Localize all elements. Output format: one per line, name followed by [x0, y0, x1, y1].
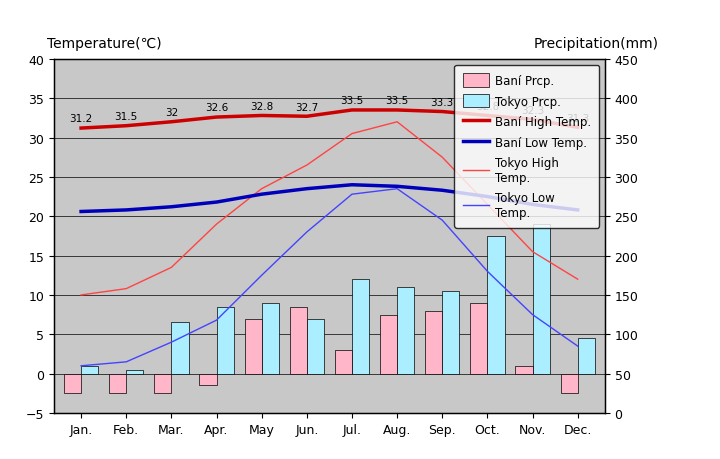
- Text: 33.3: 33.3: [431, 98, 454, 107]
- Bar: [397, 287, 414, 374]
- Bar: [442, 291, 459, 374]
- Bar: [289, 307, 307, 374]
- Bar: [470, 303, 487, 374]
- Bar: [335, 350, 352, 374]
- Bar: [561, 374, 577, 393]
- Text: Precipitation(mm): Precipitation(mm): [534, 37, 659, 50]
- Text: 32.3: 32.3: [521, 106, 544, 115]
- Text: 32.7: 32.7: [295, 102, 318, 112]
- Bar: [425, 311, 442, 374]
- Text: Temperature(℃): Temperature(℃): [47, 37, 161, 50]
- Text: 31.2: 31.2: [69, 114, 93, 124]
- Text: 32: 32: [165, 108, 178, 118]
- Text: 32.8: 32.8: [250, 101, 274, 112]
- Bar: [516, 366, 533, 374]
- Bar: [126, 370, 143, 374]
- Bar: [109, 374, 126, 393]
- Bar: [577, 338, 595, 374]
- Bar: [171, 323, 189, 374]
- Bar: [64, 374, 81, 393]
- Bar: [81, 366, 98, 374]
- Bar: [245, 319, 261, 374]
- Bar: [154, 374, 171, 393]
- Bar: [487, 236, 505, 374]
- Bar: [352, 280, 369, 374]
- Text: 32.6: 32.6: [205, 103, 228, 113]
- Text: 33.5: 33.5: [385, 96, 409, 106]
- Text: 33.5: 33.5: [341, 96, 364, 106]
- Text: 31.3: 31.3: [566, 113, 590, 123]
- Text: 32.8: 32.8: [476, 101, 499, 112]
- Bar: [261, 303, 279, 374]
- Legend: Baní Prcp., Tokyo Prcp., Baní High Temp., Baní Low Temp., Tokyo High
Temp., Toky: Baní Prcp., Tokyo Prcp., Baní High Temp.…: [454, 66, 599, 228]
- Bar: [217, 307, 234, 374]
- Text: 31.5: 31.5: [114, 112, 138, 122]
- Bar: [380, 315, 397, 374]
- Bar: [199, 374, 217, 386]
- Bar: [307, 319, 324, 374]
- Bar: [533, 224, 550, 374]
